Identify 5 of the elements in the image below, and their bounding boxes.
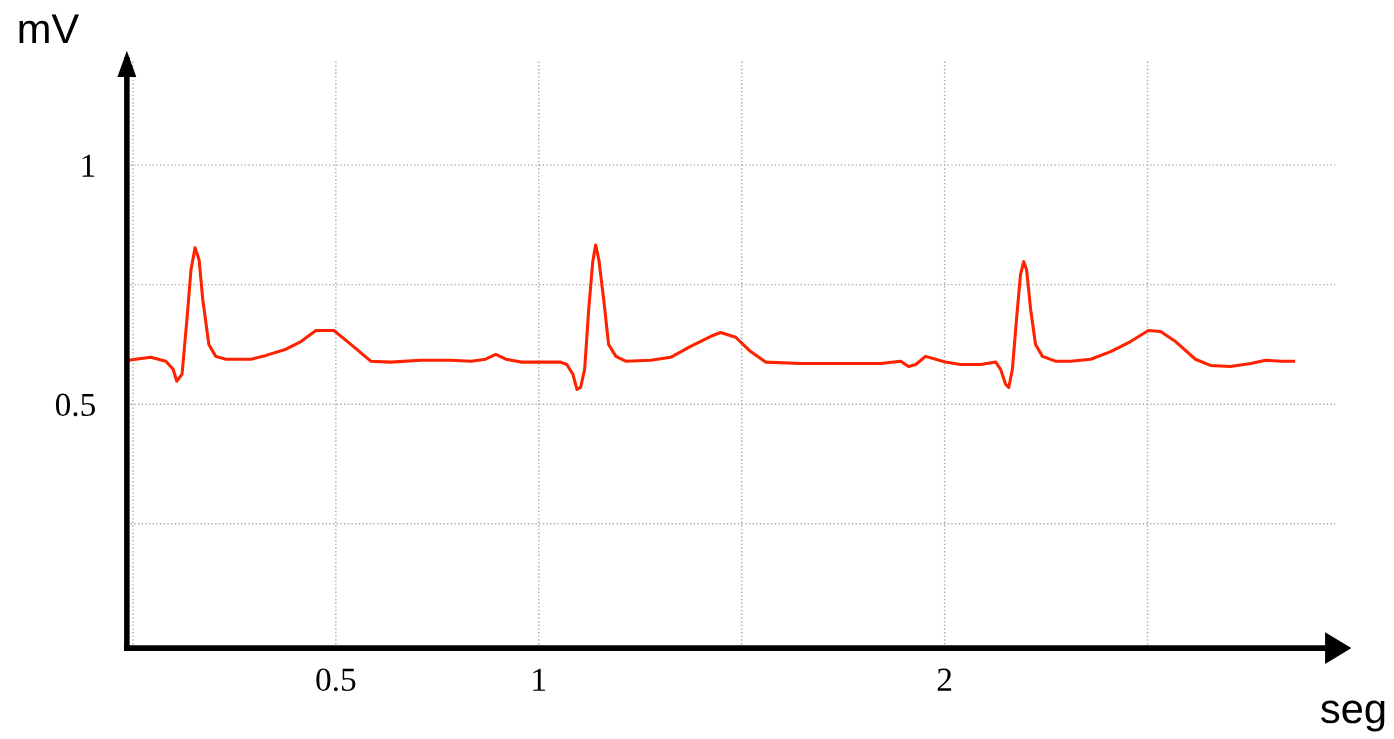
x-tick-label: 2 — [937, 668, 952, 691]
x-tick-label: 1 — [533, 668, 546, 691]
y-axis-title: mV — [19, 14, 80, 44]
x-axis-title: seg — [1321, 700, 1385, 732]
x-tick-label: 0.5 — [316, 668, 356, 692]
